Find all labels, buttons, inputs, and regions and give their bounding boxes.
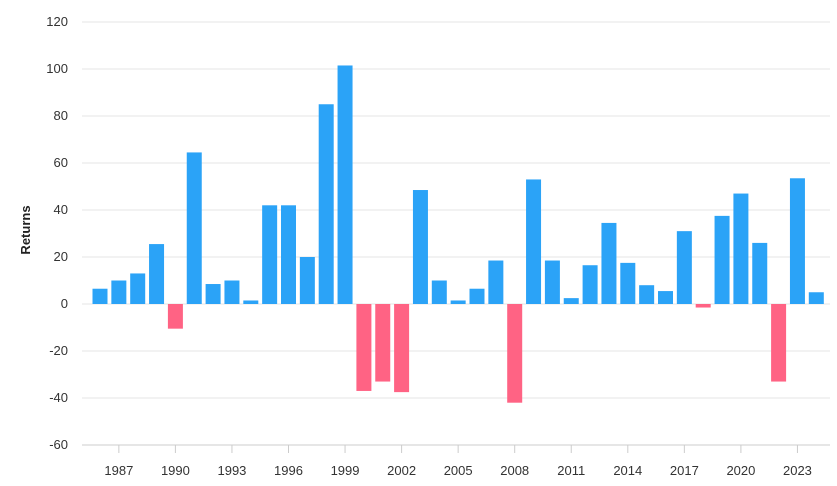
x-tick-label: 2008 <box>500 463 529 478</box>
x-tick-label: 1999 <box>331 463 360 478</box>
bar-2021[interactable]: 2021: 26 <box>752 242 768 304</box>
bar-2006[interactable]: 2006: 6.5 <box>469 288 485 304</box>
x-axis: 1987 1990 1993 1996 1999 2002 2005 2008 2011 2014… <box>82 444 830 478</box>
bar-2003[interactable]: 2003: 48.5 <box>412 190 428 304</box>
y-tick-label: 60 <box>54 155 68 170</box>
y-tick-label: -40 <box>49 390 68 405</box>
bar-2011[interactable]: 2011: 2.5 <box>563 298 579 304</box>
x-tick-label: 1987 <box>104 463 133 478</box>
bar-2002[interactable]: 2002: -37.5 <box>394 304 410 393</box>
y-tick-label: 80 <box>54 108 68 123</box>
bar-1991[interactable]: 1991: 64.5 <box>186 152 202 304</box>
y-tick-label: -20 <box>49 343 68 358</box>
bar-2004[interactable]: 2004: 10 <box>431 280 447 305</box>
y-axis-title: Returns <box>18 205 33 254</box>
bar-1986[interactable]: 1986: 6.5 <box>92 288 108 304</box>
bar-2012[interactable]: 2012: 16.5 <box>582 265 598 304</box>
bar-1987[interactable]: 1987: 10 <box>111 280 127 305</box>
bar-1995[interactable]: 1995: 42 <box>262 205 278 304</box>
bar-2000[interactable]: 2000: -37 <box>356 304 372 391</box>
bar-2020[interactable]: 2020: 47 <box>733 193 749 304</box>
bar-2009[interactable]: 2009: 53 <box>526 179 542 304</box>
bar-2008[interactable]: 2008: -42 <box>507 304 523 403</box>
bar-1996[interactable]: 1996: 42 <box>281 205 296 304</box>
bar-1989[interactable]: 1989: 25.5 <box>149 244 165 304</box>
bar-1993[interactable]: 1993: 10 <box>224 280 240 305</box>
bar-2017[interactable]: 2017: 31 <box>676 231 692 304</box>
bar-1997[interactable]: 1997: 20 <box>299 257 315 304</box>
bar-1988[interactable]: 1988: 13 <box>130 273 146 304</box>
y-tick-label: 20 <box>54 249 68 264</box>
y-axis-ticks: -60 -40 -20 0 20 40 60 80 100 120 <box>46 14 68 452</box>
x-tick-label: 1990 <box>161 463 190 478</box>
bar-2024[interactable]: 2024: 5 <box>808 292 824 304</box>
y-tick-label: 120 <box>46 14 68 29</box>
y-tick-label: 0 <box>61 296 68 311</box>
bar-2018[interactable]: 2018: -1.5 <box>695 304 711 308</box>
bar-2016[interactable]: 2016: 5.5 <box>658 291 673 304</box>
bar-2014[interactable]: 2014: 17.5 <box>620 262 636 304</box>
bar-2023[interactable]: 2023: 53.5 <box>789 178 805 304</box>
bar-1998[interactable]: 1998: 85 <box>318 104 334 304</box>
bar-1992[interactable]: 1992: 8.5 <box>205 284 221 304</box>
bar-2005[interactable]: 2005: 1.5 <box>450 300 466 304</box>
x-tick-label: 2002 <box>387 463 416 478</box>
x-tick-label: 2014 <box>613 463 642 478</box>
bars: 1986: 6.51987: 101988: 131989: 25.51990:… <box>92 65 824 403</box>
y-tick-label: 40 <box>54 202 68 217</box>
x-tick-label: 2020 <box>726 463 755 478</box>
y-tick-label: -60 <box>49 437 68 452</box>
bar-2015[interactable]: 2015: 8 <box>639 285 655 304</box>
x-tick-label: 2011 <box>557 463 585 478</box>
bar-1994[interactable]: 1994: 1.5 <box>243 300 259 304</box>
bar-1990[interactable]: 1990: -10.5 <box>167 304 183 329</box>
bar-2022[interactable]: 2022: -33 <box>771 304 787 382</box>
bar-2013[interactable]: 2013: 34.5 <box>601 222 617 304</box>
x-tick-label: 2023 <box>783 463 812 478</box>
bar-2001[interactable]: 2001: -33 <box>375 304 391 382</box>
bar-2010[interactable]: 2010: 18.5 <box>544 260 560 304</box>
x-tick-label: 1993 <box>217 463 246 478</box>
x-tick-label: 2005 <box>444 463 473 478</box>
x-tick-label: 2017 <box>670 463 699 478</box>
y-tick-label: 100 <box>46 61 68 76</box>
x-tick-label: 1996 <box>274 463 303 478</box>
bar-1999[interactable]: 1999: 101.5 <box>337 65 353 304</box>
bar-2007[interactable]: 2007: 18.5 <box>488 260 504 304</box>
